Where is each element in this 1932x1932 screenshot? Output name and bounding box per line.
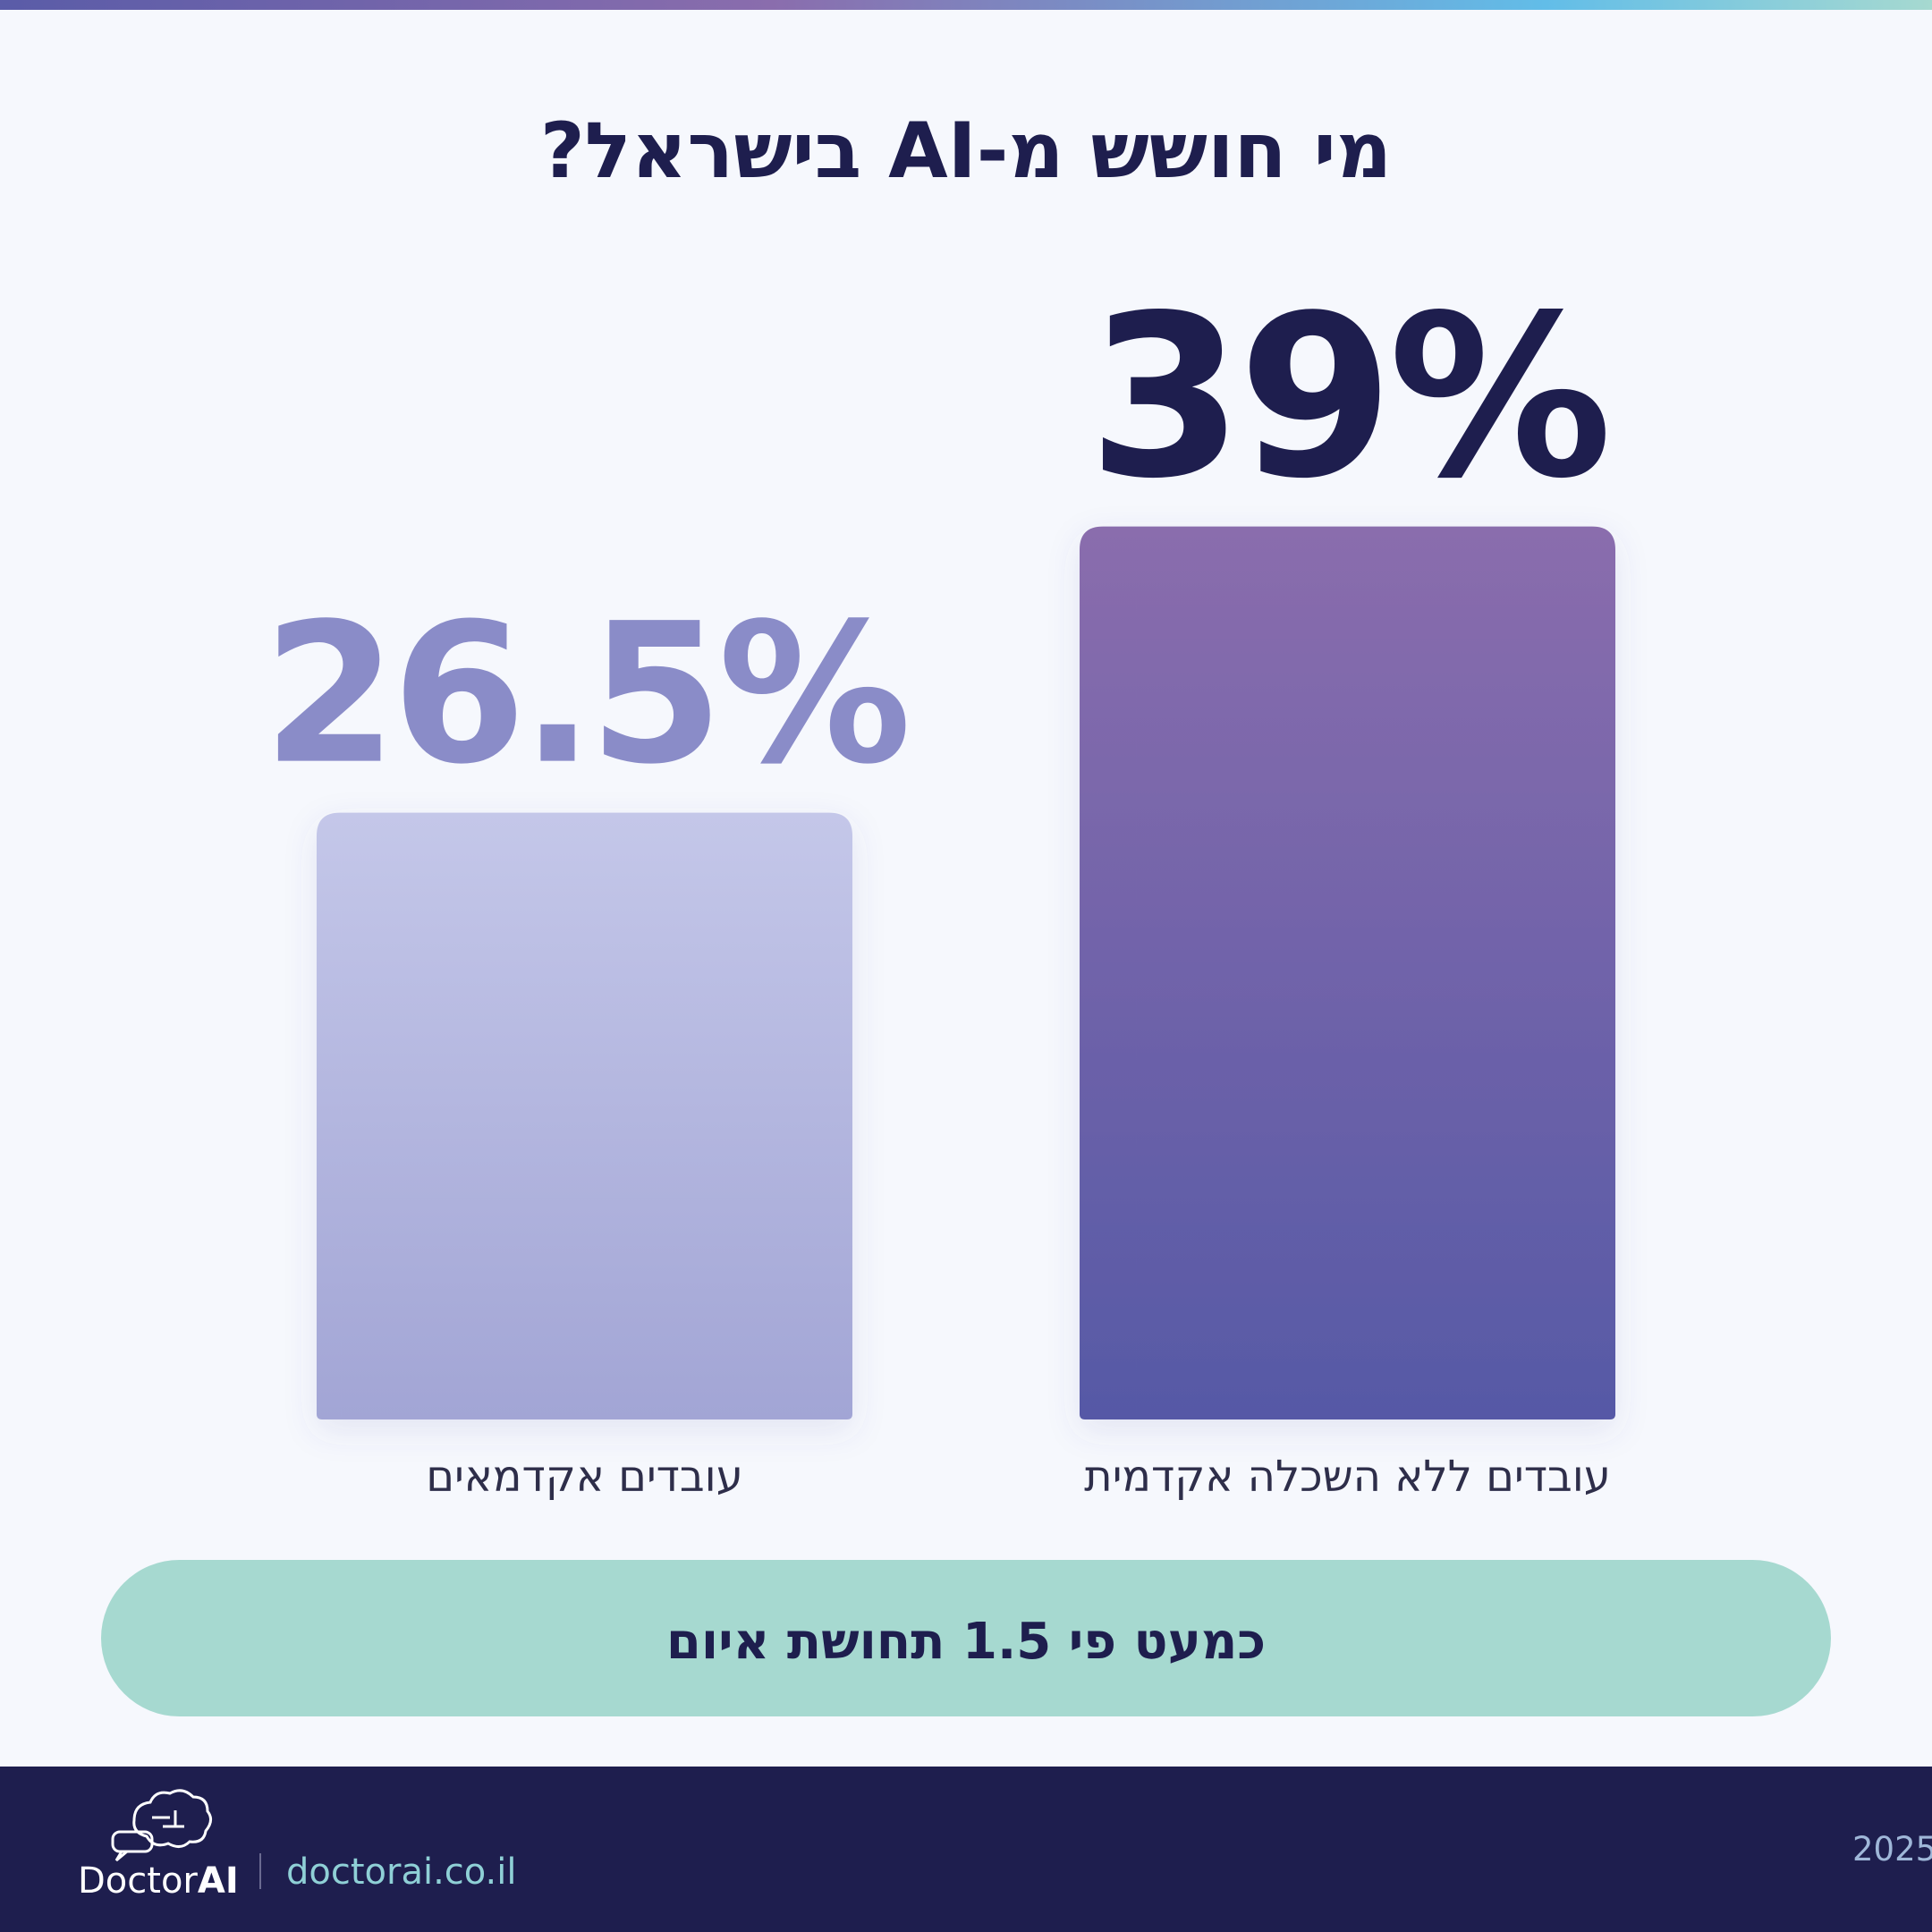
value-label: 39%	[1088, 267, 1606, 528]
brand-name: Doctor	[78, 1860, 198, 1902]
value-label: 26.5%	[263, 582, 906, 807]
site: doctorai.co.il	[286, 1852, 517, 1893]
brand: DoctorAI	[78, 1860, 239, 1902]
category-label: עובדים ללא השכלה אקדמית	[1084, 1452, 1611, 1502]
callout-pill	[101, 1560, 1831, 1716]
source: מקור: סקר רשות החדשנות, 2025	[1852, 1830, 1932, 1868]
footer	[0, 1767, 1932, 1932]
category-label: עובדים אקדמאים	[426, 1452, 743, 1502]
logo-icon	[111, 1789, 212, 1862]
bars: 39% עובדים ללא השכלה אקדמית 26.5% עובדים אק…	[263, 267, 1615, 1502]
brand-name-bold: AI	[198, 1860, 239, 1902]
chart-title: מי חושש מ-AI בישראל?	[540, 106, 1392, 196]
callout-text: כמעט פי 1.5 תחושת איום	[666, 1613, 1266, 1671]
top-strip	[0, 0, 1932, 10]
bar	[317, 812, 852, 1419]
bar	[1080, 526, 1615, 1419]
